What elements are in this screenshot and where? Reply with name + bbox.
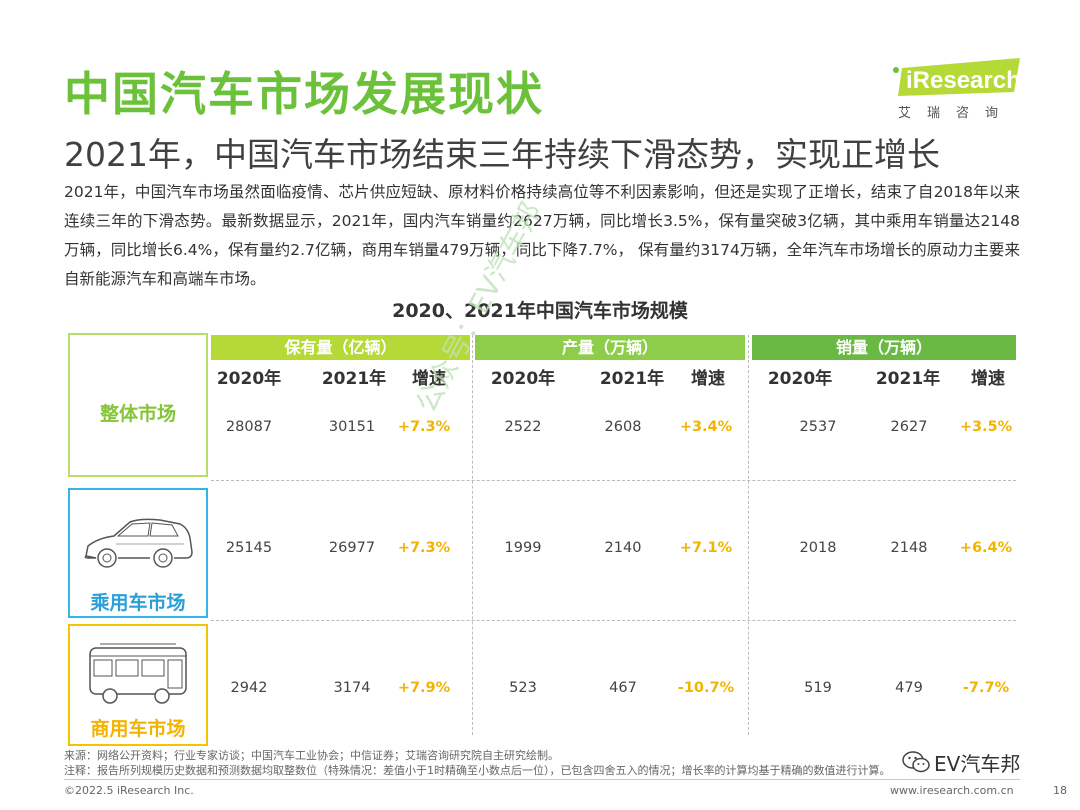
row-label-passenger: 乘用车市场 [90,592,186,614]
group-header-sales: 销量（万辆） [752,335,1016,360]
cell-passenger-stock-2020: 25145 [225,540,273,556]
row-divider [211,620,1016,621]
cell-passenger-stock-2021: 26977 [328,540,376,556]
row-label-commercial: 商用车市场 [90,718,186,740]
cell-commercial-sales-2021: 479 [895,680,923,696]
row-box-passenger-market: 乘用车市场 [68,488,208,618]
group-divider [472,335,473,735]
cell-commercial-stock-2021: 3174 [333,680,371,696]
col-head-prod-growth: 增速 [691,369,725,389]
row-box-total-market: 整体市场 [68,333,208,477]
cell-passenger-sales-growth: +6.4% [959,540,1013,556]
row-label-total: 整体市场 [99,403,176,425]
group-header-stock: 保有量（亿辆） [211,335,470,360]
cell-commercial-sales-2020: 519 [804,680,832,696]
copyright: ©2022.5 iResearch Inc. [64,784,194,797]
logo-subtitle: 艾瑞咨询 [898,106,1015,121]
cell-total-sales-2020: 2537 [799,419,837,435]
cell-total-stock-2021: 30151 [328,419,376,435]
cell-commercial-sales-growth: -7.7% [962,680,1010,696]
page-number: 18 [1053,784,1067,797]
bus-icon [89,643,187,704]
col-head-sales-2020: 2020年 [767,369,833,389]
cell-total-stock-2020: 28087 [225,419,273,435]
cell-passenger-prod-growth: +7.1% [679,540,733,556]
iresearch-logo: iResearch 艾瑞咨询 [892,58,1032,121]
cell-commercial-stock-growth: +7.9% [397,680,451,696]
col-head-stock-2020: 2020年 [216,369,282,389]
col-head-prod-2021: 2021年 [599,369,665,389]
col-head-sales-growth: 增速 [971,369,1005,389]
suv-icon [84,518,193,568]
wechat-icon [902,751,930,773]
col-head-stock-2021: 2021年 [321,369,387,389]
cell-total-prod-growth: +3.4% [679,419,733,435]
table-title: 2020、2021年中国汽车市场规模 [392,300,688,322]
cell-passenger-sales-2021: 2148 [890,540,928,556]
cell-total-prod-2020: 2522 [504,419,542,435]
page-subtitle: 2021年，中国汽车市场结束三年持续下滑态势，实现正增长 [64,135,940,174]
footer-divider [64,779,1020,780]
row-divider [211,480,1016,481]
cell-commercial-stock-2020: 2942 [230,680,268,696]
iresearch-logo-mark: iResearch [893,58,1021,96]
cell-total-sales-2021: 2627 [890,419,928,435]
cell-commercial-prod-growth: -10.7% [677,680,735,696]
group-header-production: 产量（万辆） [475,335,745,360]
website-url: www.iresearch.com.cn [890,784,1014,797]
footnote: 注释：报告所列规模历史数据和预测数据均取整数位（特殊情况：差值小于1时精确至小数… [64,764,891,777]
cell-passenger-prod-2021: 2140 [604,540,642,556]
col-head-sales-2021: 2021年 [875,369,941,389]
cell-passenger-prod-2020: 1999 [504,540,542,556]
cell-passenger-stock-growth: +7.3% [397,540,451,556]
cell-commercial-prod-2021: 467 [609,680,637,696]
col-head-stock-growth: 增速 [412,369,446,389]
wechat-badge: EV汽车邦 [898,746,1025,778]
cell-total-prod-2021: 2608 [604,419,642,435]
page-title: 中国汽车市场发展现状 [64,67,544,121]
svg-text:iResearch: iResearch [906,67,1021,94]
intro-paragraph: 2021年，中国汽车市场虽然面临疫情、芯片供应短缺、原材料价格持续高位等不利因素… [64,183,1020,288]
cell-passenger-sales-2020: 2018 [799,540,837,556]
group-divider [748,335,749,735]
cell-total-sales-growth: +3.5% [959,419,1013,435]
wechat-account-name: EV汽车邦 [934,751,1021,776]
cell-commercial-prod-2020: 523 [509,680,537,696]
row-box-commercial-market: 商用车市场 [68,624,208,746]
col-head-prod-2020: 2020年 [490,369,556,389]
cell-total-stock-growth: +7.3% [397,419,451,435]
source-note: 来源：网络公开资料；行业专家访谈；中国汽车工业协会；中信证券；艾瑞咨询研究院自主… [64,749,559,762]
